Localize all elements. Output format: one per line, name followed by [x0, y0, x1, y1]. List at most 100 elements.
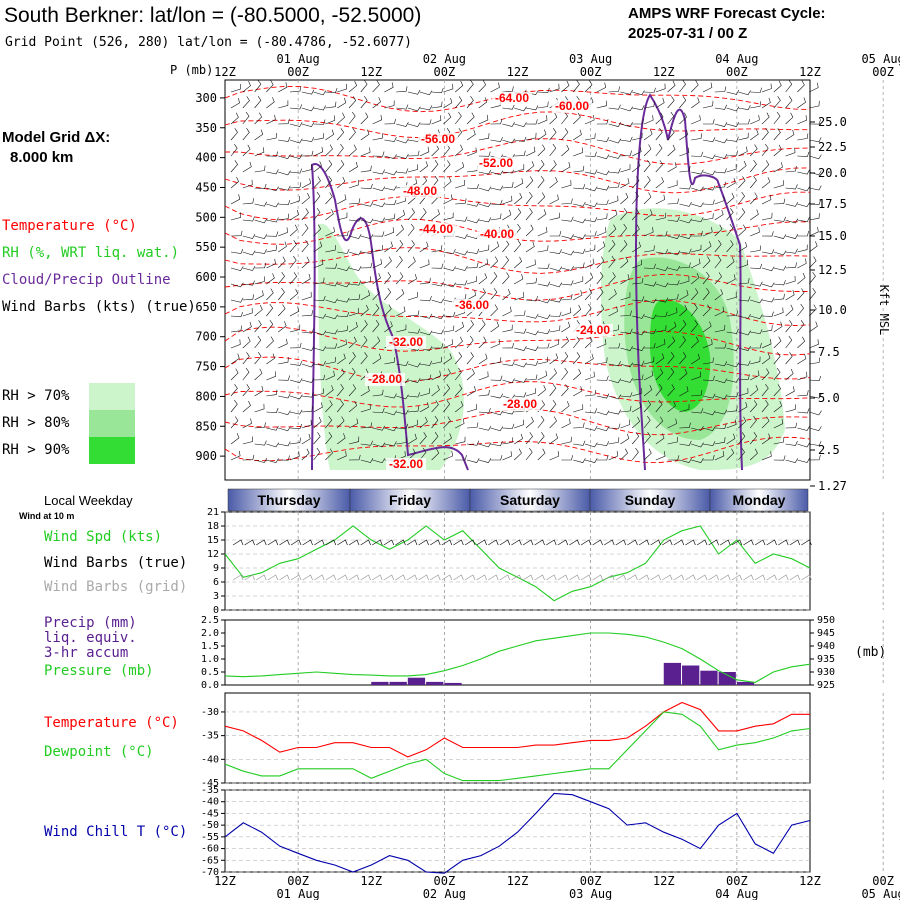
wind-barb [620, 419, 631, 429]
wind-barb [278, 393, 291, 399]
wind-barb [785, 386, 795, 397]
model-grid-value: 8.000 km [10, 149, 73, 166]
wind-barb [785, 218, 799, 224]
wind-barb [348, 128, 356, 141]
wind-barb [278, 154, 291, 160]
wind-barb [466, 422, 479, 429]
panel-tick-label: -30 [201, 707, 219, 718]
wind-barb [537, 298, 551, 304]
wind-barb [455, 234, 468, 239]
wind-barb [289, 224, 298, 237]
wind-barb [702, 227, 713, 237]
wind-barb [750, 129, 759, 141]
wind-barb [466, 218, 480, 224]
wind-barb [360, 248, 374, 254]
wind-barb [608, 437, 620, 445]
wind-barb [537, 415, 545, 429]
wind-barb [348, 454, 361, 461]
wind-barb [643, 281, 657, 287]
pressure-tick-label: 650 [195, 300, 217, 314]
wind-barb [278, 338, 288, 349]
surface-grid-barb [372, 574, 383, 581]
wind-barb [514, 433, 523, 445]
wind-barb [608, 255, 616, 269]
wind-barb [478, 408, 491, 414]
wind-barb [407, 433, 417, 445]
wind-barb [360, 386, 370, 397]
wind-barb [620, 392, 633, 398]
top-hour-label: 12Z [799, 65, 821, 79]
wind-barb [549, 433, 559, 445]
wind-barb [667, 198, 679, 205]
wind-barb [738, 432, 746, 445]
wind-barb [596, 441, 610, 447]
legend-cloud-outline: Cloud/Precip Outline [2, 272, 171, 288]
wind-barb [714, 394, 728, 400]
wind-barb [407, 106, 421, 112]
wind-barb [761, 384, 769, 397]
wind-barb [584, 114, 595, 125]
wind-barb [632, 346, 645, 351]
wind-barb [714, 168, 727, 174]
wind-barb [596, 170, 610, 176]
wind-barb [714, 272, 722, 285]
wind-barb [407, 256, 416, 269]
rh-80-label: RH > 80% [2, 415, 70, 431]
wind-barb [773, 111, 781, 125]
wind-barb [726, 208, 734, 221]
wind-barb [242, 179, 253, 189]
wind-barb [785, 290, 795, 301]
surface-grid-barb [383, 574, 395, 581]
surface-barb [731, 539, 743, 546]
wind-barb [514, 419, 524, 429]
wind-barb [419, 161, 429, 173]
wind-barb [584, 258, 595, 269]
wind-barb [702, 137, 716, 143]
surface-barb [720, 539, 731, 546]
wind-barb [632, 132, 643, 141]
wind-barb [230, 399, 238, 413]
wind-barb [513, 208, 522, 221]
weekday-label: Monday [733, 492, 786, 508]
wind-barb [655, 416, 664, 429]
wind-barb [289, 255, 297, 269]
wind-barb [301, 419, 312, 429]
wind-barb [679, 147, 690, 157]
top-hour-label: 00Z [580, 65, 602, 79]
wind-barb [667, 96, 675, 109]
wind-barb [325, 448, 333, 461]
wind-barb [667, 352, 675, 365]
wind-barb [608, 153, 622, 159]
wind-barb [596, 410, 610, 416]
wind-barb [549, 400, 557, 413]
wind-barb [396, 209, 406, 221]
surface-barb [464, 539, 476, 546]
wind-barb [738, 387, 749, 397]
wind-barb [372, 151, 385, 157]
wind-barb [608, 209, 618, 221]
bottom-hour-label: 12Z [653, 874, 675, 888]
wind-barb [443, 282, 456, 288]
wind-barb [443, 176, 452, 189]
wind-barb [620, 346, 633, 351]
wind-barb [620, 164, 631, 173]
wind-barb [525, 432, 533, 445]
top-hour-label: 12Z [507, 65, 529, 79]
wind-barb [230, 311, 243, 318]
surface-barb [615, 539, 627, 546]
wind-barb [573, 262, 585, 269]
wind-barb [490, 410, 504, 416]
wind-barb [655, 433, 665, 445]
wind-barb [749, 448, 758, 461]
wind-barb [289, 451, 300, 461]
wind-barb [749, 400, 758, 413]
wind-barb [714, 224, 723, 237]
wind-barb [620, 136, 633, 142]
wind-barb [348, 250, 362, 256]
wind-barb [419, 295, 432, 302]
wind-barb [632, 241, 641, 253]
wind-barb [691, 371, 701, 381]
height-tick-label: 2.5 [818, 443, 840, 457]
wind-barb [608, 224, 617, 237]
wind-barb [643, 144, 652, 157]
